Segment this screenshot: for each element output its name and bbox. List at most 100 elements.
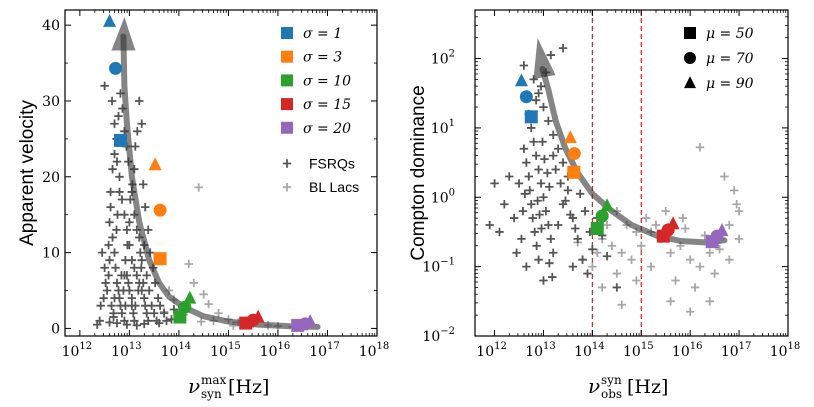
fsrq-point xyxy=(154,318,164,328)
x-tick-label: 1013 xyxy=(111,341,142,360)
fsrq-point xyxy=(127,301,137,310)
fsrq-point xyxy=(107,301,116,310)
bllac-point xyxy=(685,255,695,264)
fsrq-point xyxy=(534,255,543,264)
fsrq-point xyxy=(571,224,580,233)
legend-label: σ = 1 xyxy=(303,26,342,42)
fsrq-point xyxy=(105,318,114,327)
fsrq-point xyxy=(568,262,578,271)
bllac-point xyxy=(666,248,675,257)
bllac-point xyxy=(204,299,213,309)
fsrq-point xyxy=(544,116,553,126)
x-tick-label: 1014 xyxy=(161,341,192,360)
fsrq-point xyxy=(130,316,139,326)
fsrq-point xyxy=(563,186,573,195)
right-x-axis-label: ν syn obs [Hz] xyxy=(588,373,668,401)
fsrq-point xyxy=(519,144,529,153)
y-tick-label: 0 xyxy=(51,321,60,337)
fsrq-point xyxy=(134,286,143,295)
y-tick-label: 102 xyxy=(431,49,455,68)
model-point-sigma-15-square xyxy=(239,316,253,330)
fsrq-point xyxy=(485,220,494,230)
right-ticks: 1012 1013 1014 1015 1016 1017 1018 10−2 10−1 100 1… xyxy=(422,9,800,360)
fsrq-point xyxy=(124,278,133,288)
x-tick-label: 1017 xyxy=(309,341,340,360)
left-x-axis-label: ν max syn [Hz] xyxy=(188,373,269,401)
fsrq-point xyxy=(141,202,150,212)
fsrq-point xyxy=(534,89,543,98)
right-plot-data xyxy=(485,10,744,336)
fsrq-point xyxy=(490,179,499,188)
fsrq-point xyxy=(558,158,568,167)
fsrq-point xyxy=(540,154,549,164)
bllac-point xyxy=(184,259,194,269)
legend-swatch xyxy=(684,52,696,64)
fsrq-point xyxy=(531,151,541,160)
legend-label: σ = 15 xyxy=(303,97,351,113)
bllac-point xyxy=(612,269,622,278)
legend-swatch xyxy=(684,76,696,89)
x-tick-label: 1012 xyxy=(62,341,93,360)
fsrq-point xyxy=(144,286,154,295)
fsrq-point xyxy=(104,271,113,280)
x-tick-label: 1013 xyxy=(525,341,556,360)
legend-swatch xyxy=(281,50,293,63)
fsrq-point xyxy=(112,157,122,166)
fsrq-point xyxy=(578,255,587,264)
bllac-point xyxy=(646,262,656,271)
svg-text:syn: syn xyxy=(201,387,222,401)
x-tick-label: 1016 xyxy=(672,341,703,360)
fsrq-point xyxy=(121,255,130,265)
legend-label: μ = 50 xyxy=(706,26,754,42)
x-tick-label: 1014 xyxy=(574,341,605,360)
fsrq-point xyxy=(112,225,121,235)
fsrq-point xyxy=(136,248,145,257)
fsrq-point xyxy=(548,272,557,282)
fsrq-point xyxy=(517,234,526,244)
fsrq-point xyxy=(99,293,108,303)
fsrq-point xyxy=(110,248,119,257)
y-tick-label: 10−2 xyxy=(422,326,455,345)
legend-swatch-plus xyxy=(282,159,292,168)
bllac-point xyxy=(705,248,714,257)
model-point-sigma-10-square xyxy=(173,310,187,324)
fsrq-point xyxy=(519,61,529,70)
left-legend: σ = 1 σ = 3 σ = 10 σ = 15 σ = 20 FSRQs BL Lacs xyxy=(281,26,359,195)
svg-text:syn: syn xyxy=(601,373,622,387)
legend-label: σ = 20 xyxy=(303,121,351,137)
fsrq-point xyxy=(505,172,514,181)
fsrq-point xyxy=(113,210,122,219)
bllac-point xyxy=(651,220,661,230)
fsrq-point xyxy=(149,309,159,318)
legend-label: σ = 3 xyxy=(303,50,342,66)
fsrq-point xyxy=(534,165,543,174)
right-legend: μ = 50 μ = 70 μ = 90 xyxy=(684,26,754,92)
model-point-sigma-10-square xyxy=(590,221,604,235)
fsrq-point xyxy=(532,241,541,251)
fsrq-point xyxy=(147,301,156,310)
fsrq-point xyxy=(139,180,148,189)
model-point-sigma-3-triangle xyxy=(563,130,577,144)
fsrq-point xyxy=(536,82,546,91)
bllac-point xyxy=(678,213,688,223)
legend-swatch xyxy=(281,121,293,134)
legend-label: FSRQs xyxy=(309,156,355,172)
bllac-point xyxy=(725,220,734,230)
fsrq-point xyxy=(137,263,146,272)
fsrq-point xyxy=(92,320,102,329)
fsrq-point xyxy=(588,245,597,254)
fsrq-point xyxy=(583,269,592,278)
fsrq-point xyxy=(539,102,548,112)
fsrq-point xyxy=(132,321,142,330)
fsrq-point xyxy=(106,202,115,212)
y-tick-label: 10−1 xyxy=(422,257,455,276)
fsrq-point xyxy=(125,286,134,295)
bllac-point xyxy=(627,255,636,264)
bllac-point xyxy=(588,262,597,271)
fsrq-point xyxy=(539,276,548,285)
fsrq-point xyxy=(115,172,124,181)
fsrq-point xyxy=(549,248,558,257)
fsrq-point xyxy=(527,200,536,209)
x-tick-label: 1016 xyxy=(260,341,291,360)
